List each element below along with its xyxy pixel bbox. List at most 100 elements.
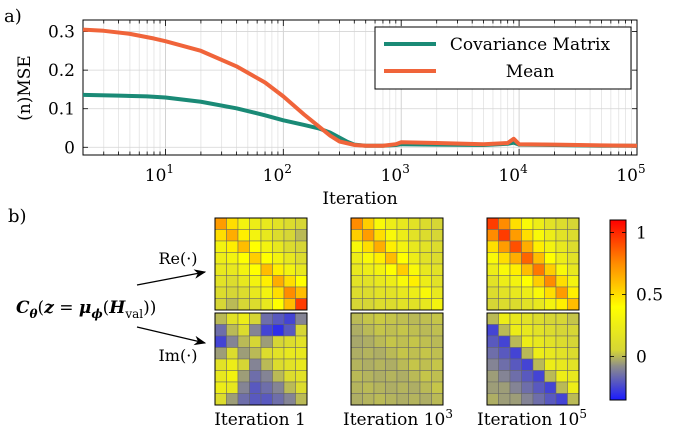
heatmap-cell (532, 252, 545, 265)
heatmap-cell (373, 381, 386, 394)
heatmap-cell (214, 286, 227, 299)
heatmap-cell (226, 275, 239, 288)
heatmap-cell (385, 335, 398, 348)
heatmap-cell (509, 335, 522, 348)
heatmap-cell (350, 381, 363, 394)
heatmap-cell (498, 324, 511, 337)
heatmap-cell (362, 312, 375, 325)
heatmap-cell (237, 370, 250, 383)
heatmap-cell (350, 263, 363, 276)
heatmap-grid (214, 217, 580, 406)
heatmap-cell (431, 240, 444, 253)
heatmap-cell (396, 286, 409, 299)
heatmap-cell (350, 298, 363, 311)
series-line-covariance (82, 92, 637, 148)
heatmap-cell (249, 252, 262, 265)
colorbar (609, 219, 627, 401)
heatmap-cell (431, 229, 444, 242)
heatmap-cell (419, 347, 432, 360)
heatmap-cell (385, 286, 398, 299)
heatmap-cell (249, 217, 262, 230)
heatmap-cell (373, 324, 386, 337)
heatmap-cell (249, 263, 262, 276)
heatmap-cell (419, 275, 432, 288)
y-tick-label: 0.3 (48, 23, 75, 43)
heatmap-cell (362, 358, 375, 371)
heatmap-cell (509, 275, 522, 288)
heatmap-cell (509, 312, 522, 325)
heatmap-cell (532, 217, 545, 230)
heatmap-cell (226, 335, 239, 348)
heatmap-cell (237, 324, 250, 337)
heatmap-cell (521, 370, 534, 383)
heatmap-cell (555, 286, 568, 299)
heatmap-cell (272, 324, 285, 337)
heatmap-cell (486, 275, 499, 288)
heatmap-cell (295, 312, 308, 325)
heatmap-cell (260, 240, 273, 253)
heatmap-cell (396, 312, 409, 325)
heatmap-cell (509, 298, 522, 311)
heatmap-cell (260, 275, 273, 288)
series-lines (82, 27, 638, 148)
heatmap-cell (567, 275, 580, 288)
heatmap-cell (226, 229, 239, 242)
y-axis-label: (n)MSE (15, 55, 35, 121)
heatmap-cell (396, 335, 409, 348)
heatmap-cell (283, 298, 296, 311)
heatmap-cell (544, 286, 557, 299)
heatmap-cell (521, 312, 534, 325)
heatmap-cell (509, 370, 522, 383)
heatmap-cell (249, 335, 262, 348)
heatmap-cell (532, 229, 545, 242)
heatmap-cell (486, 217, 499, 230)
heatmap-cell (521, 286, 534, 299)
heatmap-cell (272, 347, 285, 360)
y-tick-label: 0 (64, 138, 75, 158)
heatmap-cell (214, 324, 227, 337)
heatmap-cell (408, 393, 421, 406)
heatmap-cell (295, 358, 308, 371)
heatmap-cell (555, 240, 568, 253)
heatmap-frame (486, 217, 580, 311)
x-tick-label: 104 (498, 162, 528, 186)
heatmap-cell (521, 275, 534, 288)
heatmap-cell (509, 324, 522, 337)
heatmap-cell (431, 370, 444, 383)
heatmap-cell (567, 335, 580, 348)
heatmap-cell (350, 347, 363, 360)
heatmap-cell (214, 393, 227, 406)
colorbar-tick-label: 0.5 (636, 285, 663, 305)
heatmap-cell (498, 393, 511, 406)
heatmap-cell (350, 312, 363, 325)
heatmap-cell (260, 263, 273, 276)
heatmap-cell (521, 240, 534, 253)
heatmap-cell (419, 324, 432, 337)
heatmap-cell (249, 229, 262, 242)
heatmap-cell (362, 252, 375, 265)
heatmap-cell (544, 370, 557, 383)
heatmap-cell (226, 370, 239, 383)
heatmap-cell (498, 229, 511, 242)
heatmap-cell (272, 252, 285, 265)
heatmap-cell (226, 324, 239, 337)
legend-label-covariance: Covariance Matrix (450, 35, 611, 55)
heatmap-cell (272, 312, 285, 325)
heatmap-cell (509, 347, 522, 360)
heatmap-cell (272, 381, 285, 394)
heatmap-cell (498, 347, 511, 360)
x-tick-label: 102 (263, 162, 292, 186)
heatmap-cell (544, 347, 557, 360)
heatmap-cell (396, 298, 409, 311)
row-label-im: Im(·) (158, 346, 197, 365)
heatmap-cell (260, 252, 273, 265)
heatmap-cell (509, 240, 522, 253)
heatmap-cell (385, 347, 398, 360)
colorbar-ticks: 00.51 (610, 223, 663, 368)
heatmap-cell (431, 335, 444, 348)
heatmap-cell (214, 347, 227, 360)
heatmap-cell (226, 240, 239, 253)
heatmap-cell (283, 393, 296, 406)
arrow-re (136, 269, 207, 286)
